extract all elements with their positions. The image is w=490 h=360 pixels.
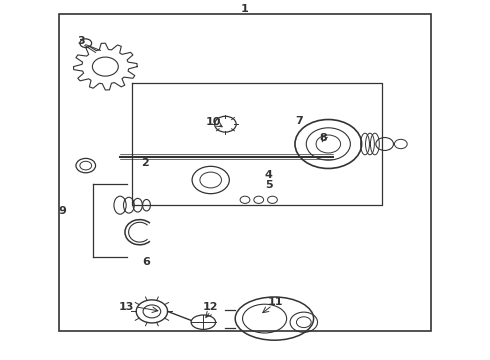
Text: 12: 12 (203, 302, 219, 312)
Text: 4: 4 (265, 170, 272, 180)
Text: 10: 10 (206, 117, 221, 127)
Text: 7: 7 (295, 116, 303, 126)
Text: 5: 5 (265, 180, 272, 190)
Text: 13: 13 (118, 302, 134, 312)
Text: 6: 6 (142, 257, 150, 267)
Text: 2: 2 (141, 158, 149, 168)
Text: 3: 3 (77, 36, 85, 46)
Text: 1: 1 (241, 4, 249, 14)
Text: 9: 9 (59, 206, 67, 216)
Bar (59, 14, 431, 331)
Text: 11: 11 (268, 297, 283, 307)
Text: 8: 8 (319, 133, 327, 143)
